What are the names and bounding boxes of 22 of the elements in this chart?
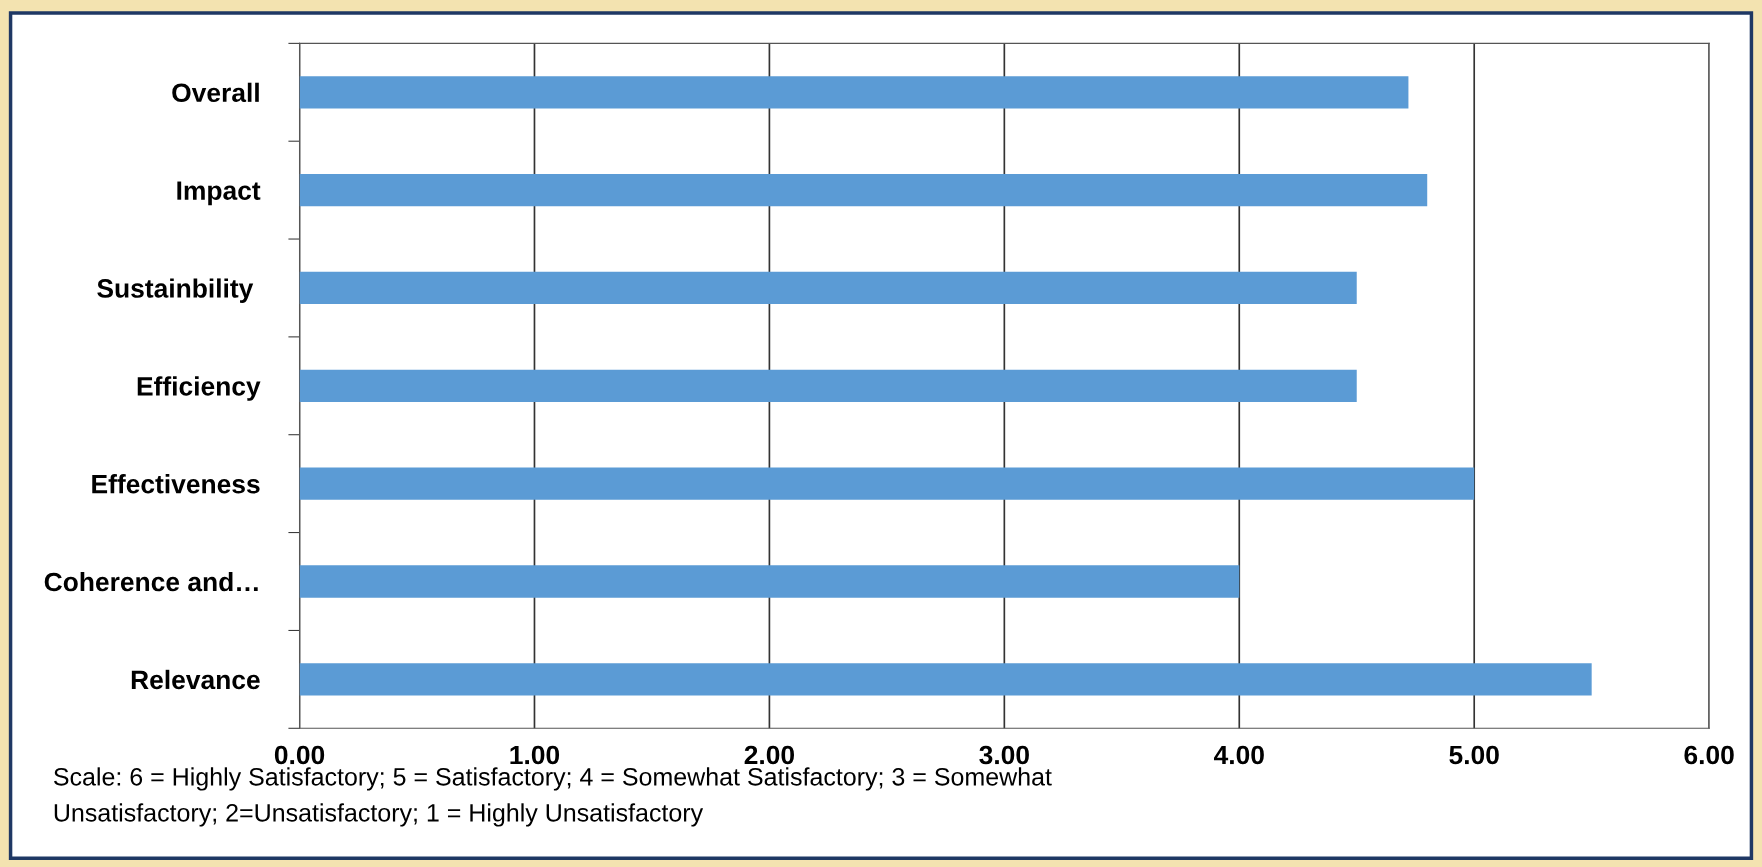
y-tick-label: Sustainbility: [97, 278, 254, 304]
x-tick-label: 4.00: [1214, 745, 1264, 765]
y-tick-label: Effectiveness: [92, 474, 260, 494]
bar: [299, 663, 1592, 696]
x-tick-label: 5.00: [1449, 745, 1499, 765]
x-tick-label: 0.00: [274, 745, 325, 765]
bar: [299, 173, 1428, 207]
bar: [299, 467, 1475, 500]
y-tick-label: Relevance: [131, 669, 260, 690]
y-tick-label: Overall: [172, 82, 259, 103]
text: Scale: 6 = Highly Satisfactory; 5 = Satisfactory; 4 = Somewhat Satisfactory; 3 = Somewhat Unsatisfactory; 2=Unsatisfactory; 1 = Highly Unsatisfactory: [54, 767, 1052, 827]
x-tick-label: 3.00: [979, 745, 1029, 765]
x-tick-label: 2.00: [744, 745, 795, 765]
y-tick-label: Coherence and…: [44, 571, 258, 592]
bar: [299, 369, 1357, 402]
y-tick-label: Impact: [177, 181, 261, 206]
bar: [299, 76, 1409, 109]
y-tick-label: Efficiency: [137, 376, 261, 401]
bar: [299, 271, 1357, 305]
x-tick-label: 1.00: [510, 745, 560, 765]
x-tick-label: 6.00: [1684, 745, 1734, 765]
bar: [299, 565, 1240, 598]
